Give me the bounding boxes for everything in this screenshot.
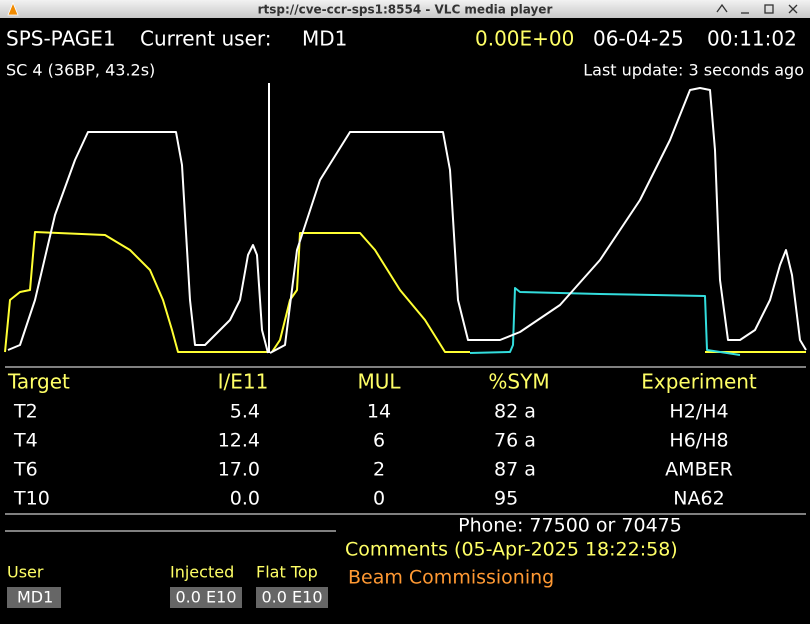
column-header: %SYM bbox=[488, 370, 549, 394]
table-cell: 95 bbox=[494, 488, 518, 510]
table-cell: 82 a bbox=[494, 401, 536, 423]
last-update: Last update: 3 seconds ago bbox=[583, 61, 804, 80]
table-cell: 6 bbox=[373, 430, 385, 452]
column-header: MUL bbox=[357, 370, 401, 394]
table-cell: NA62 bbox=[673, 488, 724, 510]
user-box bbox=[7, 587, 61, 608]
table-cell: 14 bbox=[367, 401, 391, 423]
injected-value: 0.0 E10 bbox=[176, 588, 237, 607]
column-header: Experiment bbox=[641, 370, 757, 394]
comments: Comments (05-Apr-2025 18:22:58) bbox=[345, 539, 678, 561]
comment-text: Beam Commissioning bbox=[348, 567, 554, 589]
white-trace bbox=[269, 87, 807, 354]
table-cell: 17.0 bbox=[218, 459, 260, 481]
cyan-trace bbox=[469, 287, 741, 356]
user-value: MD1 bbox=[17, 588, 53, 607]
close-button[interactable] bbox=[788, 4, 798, 14]
flattop-label: Flat Top bbox=[256, 563, 318, 582]
user-field-label: User bbox=[7, 563, 44, 582]
title-bar bbox=[0, 0, 810, 18]
table-cell: 87 a bbox=[494, 459, 536, 481]
table-cell: T6 bbox=[13, 459, 38, 481]
waveforms bbox=[4, 83, 807, 356]
table-cell: T2 bbox=[13, 401, 38, 423]
phone: Phone: 77500 or 70475 bbox=[458, 515, 682, 537]
column-header: Target bbox=[7, 370, 70, 394]
window-title: rtsp://cve-ccr-sps1:8554 - VLC media pla… bbox=[258, 3, 553, 17]
intensity: 0.00E+00 bbox=[475, 27, 574, 51]
video-area bbox=[0, 18, 810, 624]
table-cell: T4 bbox=[13, 430, 38, 452]
table-cell: 76 a bbox=[494, 430, 536, 452]
table-cell: 5.4 bbox=[230, 401, 260, 423]
current-user: MD1 bbox=[302, 27, 347, 51]
time: 00:11:02 bbox=[707, 27, 797, 51]
injected-box bbox=[170, 587, 242, 608]
table-cell: H6/H8 bbox=[669, 430, 728, 452]
yellow-trace bbox=[4, 231, 268, 353]
table-cell: 12.4 bbox=[218, 430, 260, 452]
vlc-icon bbox=[7, 1, 19, 16]
flattop-box bbox=[256, 587, 328, 608]
column-header: I/E11 bbox=[218, 370, 269, 394]
injected-label: Injected bbox=[170, 563, 234, 582]
table-cell: AMBER bbox=[665, 459, 733, 481]
table-cell: T10 bbox=[13, 488, 50, 510]
table-cell: 0.0 bbox=[230, 488, 260, 510]
table-cell: 0 bbox=[373, 488, 385, 510]
table-cell: H2/H4 bbox=[669, 401, 728, 423]
minimize-menu-button[interactable] bbox=[716, 3, 728, 13]
flattop-value: 0.0 E10 bbox=[262, 588, 323, 607]
page-name: SPS-PAGE1 bbox=[6, 27, 116, 51]
cycle-info: SC 4 (36BP, 43.2s) bbox=[6, 61, 155, 80]
user-label: Current user: bbox=[140, 27, 271, 51]
white-trace bbox=[7, 131, 269, 354]
target-table: Target I/E11 MUL %SYM Experiment T2 5.4 14 82 a H… bbox=[7, 370, 757, 510]
maximize-button[interactable] bbox=[764, 4, 774, 14]
table-cell: 2 bbox=[373, 459, 385, 481]
date: 06-04-25 bbox=[593, 27, 684, 51]
